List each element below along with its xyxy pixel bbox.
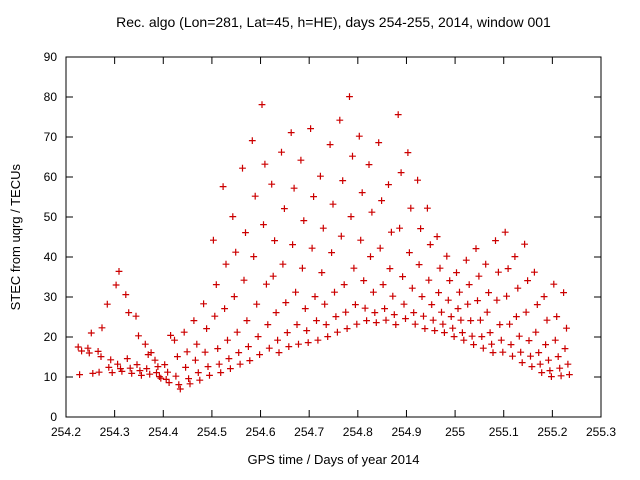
x-tick-label: 254.2	[51, 425, 81, 439]
y-tick-label: 20	[44, 330, 58, 344]
tick-marks	[65, 56, 602, 418]
x-tick-label: 254.3	[100, 425, 130, 439]
data-points	[74, 93, 573, 393]
x-tick-label: 254.8	[343, 425, 373, 439]
x-tick-label: 255.3	[586, 425, 616, 439]
y-tick-label: 30	[44, 290, 58, 304]
y-tick-label: 80	[44, 90, 58, 104]
x-tick-label: 255.2	[537, 425, 567, 439]
chart-title: Rec. algo (Lon=281, Lat=45, h=HE), days …	[116, 14, 551, 30]
tick-labels: 254.2 254.3 254.4 254.5 254.6 254.7 254.8 254.9…	[44, 50, 617, 439]
y-tick-label: 40	[44, 250, 58, 264]
x-tick-label: 254.6	[246, 425, 276, 439]
y-tick-label: 90	[44, 50, 58, 64]
y-tick-label: 70	[44, 130, 58, 144]
plot-border	[65, 56, 602, 418]
y-tick-label: 0	[50, 410, 57, 424]
x-tick-label: 255.1	[489, 425, 519, 439]
x-axis-label: GPS time / Days of year 2014	[247, 452, 420, 467]
y-tick-label: 60	[44, 170, 58, 184]
x-tick-label: 254.9	[391, 425, 421, 439]
y-tick-label: 50	[44, 210, 58, 224]
x-tick-label: 254.5	[197, 425, 227, 439]
y-tick-label: 10	[44, 370, 58, 384]
x-tick-label: 255	[445, 425, 465, 439]
x-tick-label: 254.7	[294, 425, 324, 439]
x-tick-label: 254.4	[148, 425, 178, 439]
